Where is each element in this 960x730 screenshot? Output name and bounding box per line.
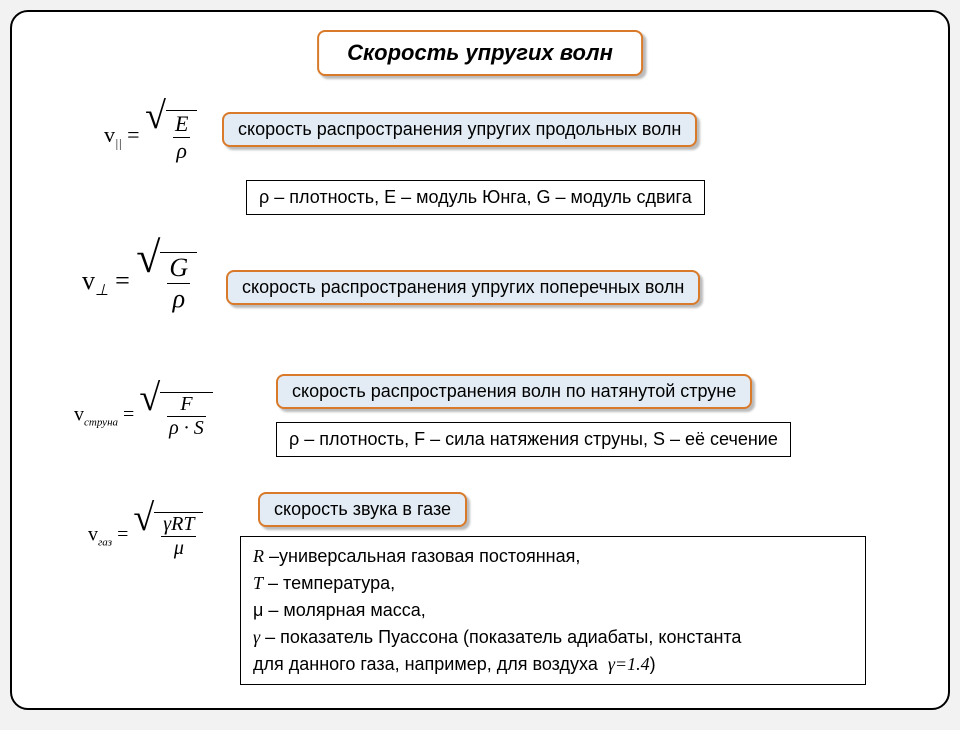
formula-string: vструна = √ F ρ · S bbox=[74, 392, 213, 440]
legend-3: ρ – плотность, F – сила натяжения струны… bbox=[276, 422, 791, 457]
desc-gas: скорость звука в газе bbox=[258, 492, 467, 527]
formula-transverse: v⊥ = √ G ρ bbox=[82, 252, 197, 314]
desc-string: скорость распространения волн по натянут… bbox=[276, 374, 752, 409]
desc-longitudinal: скорость распространения упругих продоль… bbox=[222, 112, 697, 147]
page-title: Скорость упругих волн bbox=[317, 30, 643, 76]
legend-4: R R –универсальная газовая постоянная,–у… bbox=[240, 536, 866, 685]
legend-1: ρ – плотность, E – модуль Юнга, G – моду… bbox=[246, 180, 705, 215]
formula-longitudinal: v|| = √ E ρ bbox=[104, 110, 197, 164]
formula-gas: vгаз = √ γRT μ bbox=[88, 512, 203, 560]
content-frame: Скорость упругих волн v|| = √ E ρ скорос… bbox=[10, 10, 950, 710]
desc-transverse: скорость распространения упругих попереч… bbox=[226, 270, 700, 305]
